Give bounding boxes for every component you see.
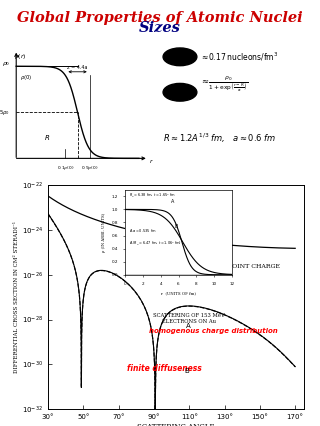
Text: SCATTERING OF 153 MeV
ELECTRONS ON Au: SCATTERING OF 153 MeV ELECTRONS ON Au — [153, 313, 225, 324]
Text: finite diffuseness: finite diffuseness — [127, 364, 202, 373]
Y-axis label: DIFFERENTIAL CROSS SECTION IN CM² STERADI⁻¹: DIFFERENTIAL CROSS SECTION IN CM² STERAD… — [14, 221, 19, 373]
Ellipse shape — [163, 48, 197, 66]
Text: A: A — [186, 323, 190, 329]
Text: $\rho(r)$: $\rho(r)$ — [14, 52, 27, 61]
Text: $\approx\!\frac{\rho_0}{1+\exp\!\left(\frac{r-R}{a}\right)}$: $\approx\!\frac{\rho_0}{1+\exp\!\left(\f… — [200, 75, 248, 94]
Text: Sizes: Sizes — [139, 21, 181, 35]
Text: $\rho_0$: $\rho_0$ — [2, 60, 10, 69]
Text: homogenous charge distribution: homogenous charge distribution — [149, 328, 277, 334]
Text: $\approx\!0.17\,\mathrm{nucleons/fm}^3$: $\approx\!0.17\,\mathrm{nucleons/fm}^3$ — [200, 51, 278, 63]
Text: Global Properties of Atomic Nuclei: Global Properties of Atomic Nuclei — [17, 11, 303, 25]
Text: $\rho(0)$: $\rho(0)$ — [20, 73, 32, 82]
Text: POINT CHARGE: POINT CHARGE — [228, 264, 280, 269]
Text: $0.5\rho_0$: $0.5\rho_0$ — [0, 108, 10, 117]
X-axis label: SCATTERING ANGLE: SCATTERING ANGLE — [137, 423, 215, 426]
Text: r: r — [150, 158, 153, 164]
Text: $R\approx 1.2A^{1/3}$ fm,   $a\approx 0.6$ fm: $R\approx 1.2A^{1/3}$ fm, $a\approx 0.6$… — [163, 132, 276, 145]
Text: B: B — [184, 368, 189, 374]
Text: $0.9\rho(0)$: $0.9\rho(0)$ — [81, 164, 99, 172]
Text: $0.1\rho(0)$: $0.1\rho(0)$ — [57, 164, 74, 172]
Text: R: R — [44, 135, 49, 141]
Text: z = 4.4a: z = 4.4a — [67, 65, 88, 70]
Ellipse shape — [163, 83, 197, 101]
